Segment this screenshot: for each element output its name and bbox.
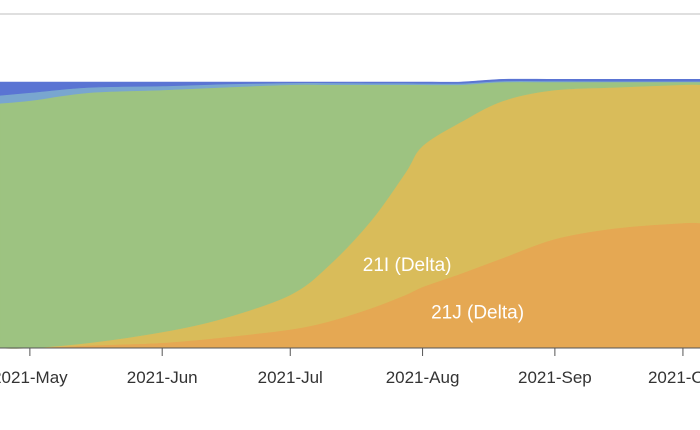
series-label-1: 21I (Delta) bbox=[363, 255, 452, 276]
x-tick-label-2: 2021-Jul bbox=[258, 368, 323, 387]
x-tick-label-5: 2021-Oct bbox=[648, 368, 700, 387]
series-label-layer: 21J (Delta) 21I (Delta) bbox=[363, 255, 524, 324]
x-tick-label-4: 2021-Sep bbox=[518, 368, 592, 387]
x-tick-label-1: 2021-Jun bbox=[127, 368, 198, 387]
area-layer bbox=[0, 78, 700, 349]
x-tick-label-3: 2021-Aug bbox=[386, 368, 460, 387]
x-axis-ticks: 2021-May 2021-Jun 2021-Jul 2021-Aug 2021-Sep… bbox=[0, 348, 700, 387]
series-label-0: 21J (Delta) bbox=[431, 303, 524, 324]
area-series-4 bbox=[0, 78, 700, 96]
x-tick-label-0: 2021-May bbox=[0, 368, 68, 387]
